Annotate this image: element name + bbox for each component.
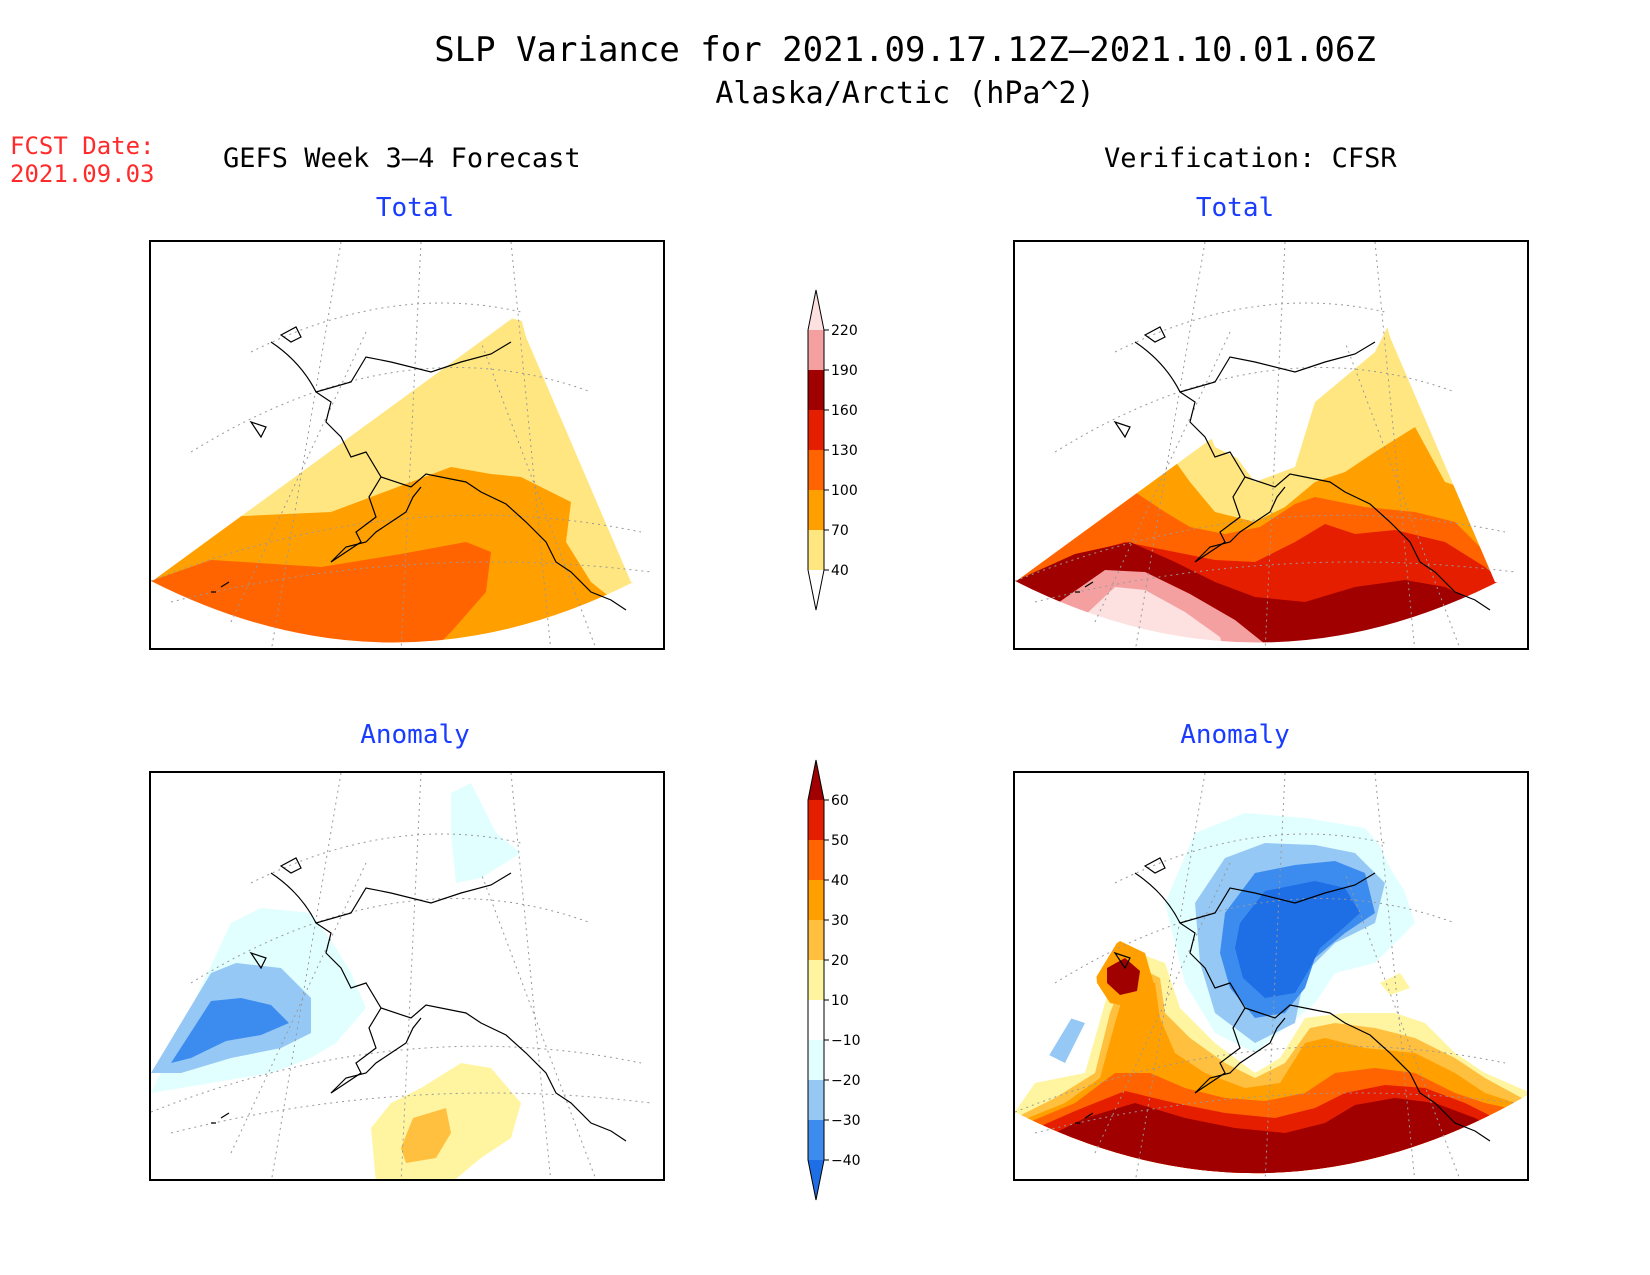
figure-subtitle: Alaska/Arctic (hPa^2) <box>715 76 1095 111</box>
colorbar-total-tick-label: 160 <box>831 403 858 419</box>
map-panel-forecast-anomaly <box>149 771 665 1181</box>
contour-fill-blue <box>1235 881 1360 998</box>
contour-fill-pale-yellow-east <box>1380 973 1410 995</box>
coastline-outline <box>211 857 627 1142</box>
colorbar-anomaly-swatch <box>808 880 824 920</box>
colorbar-total-swatch <box>808 570 824 610</box>
colorbar-total-swatch <box>808 530 824 570</box>
panel-title-verification-anomaly: Anomaly <box>1180 720 1290 750</box>
verification-column-heading: Verification: CFSR <box>1104 143 1397 174</box>
forecast-anomaly-shading <box>151 783 521 1179</box>
colorbar-anomaly-swatch <box>808 920 824 960</box>
colorbar-anomaly-swatch <box>808 800 824 840</box>
fcst-date-label: FCST Date: <box>10 132 155 160</box>
contour-fill-light-blue-west <box>1045 1018 1085 1063</box>
colorbar-anomaly-tick-label: 60 <box>831 793 849 809</box>
graticule-lines <box>1015 242 1516 648</box>
contour-fill-light-orange <box>401 1108 451 1163</box>
coastline-outline <box>211 326 627 611</box>
colorbar-anomaly-tick-label: 30 <box>831 913 849 929</box>
colorbar-anomaly-tick-label: 40 <box>831 873 849 889</box>
colorbar-total-swatch <box>808 370 824 410</box>
colorbar-total: 40 70 100 130 160 190 220 <box>807 289 858 611</box>
colorbar-anomaly-tick-label: −10 <box>831 1033 861 1049</box>
colorbar-anomaly-swatch <box>808 960 824 1000</box>
coastline-outline <box>1075 857 1491 1142</box>
graticule-lines <box>151 773 652 1179</box>
map-boundary-mask <box>1015 242 1527 648</box>
verification-anomaly-shading <box>1015 813 1527 1174</box>
map-boundary-mask <box>151 242 663 648</box>
colorbar-anomaly-swatch <box>808 1000 824 1040</box>
colorbar-total-swatch <box>808 490 824 530</box>
colorbar-total-swatch <box>808 330 824 370</box>
panel-title-forecast-anomaly: Anomaly <box>360 720 470 750</box>
colorbar-anomaly-swatch <box>808 760 824 800</box>
contour-fill-mid-blue <box>171 998 289 1063</box>
colorbar-anomaly-tick-label: 10 <box>831 993 849 1009</box>
colorbar-total-tick-label: 130 <box>831 443 858 459</box>
panel-title-forecast-total: Total <box>375 193 455 223</box>
colorbar-anomaly-swatch <box>808 1120 824 1160</box>
colorbar-anomaly-tick-label: −20 <box>831 1073 861 1089</box>
graticule-lines <box>1015 773 1516 1179</box>
map-boundary-mask <box>151 773 521 1113</box>
colorbar-total-swatch <box>808 410 824 450</box>
map-panel-verification-total <box>1013 240 1529 650</box>
colorbar-total-tick-label: 100 <box>831 483 858 499</box>
colorbar-anomaly-swatch <box>808 1040 824 1080</box>
figure-title: SLP Variance for 2021.09.17.12Z–2021.10.… <box>434 30 1376 70</box>
contour-fill-dark-red-north <box>1107 958 1140 995</box>
panel-title-verification-total: Total <box>1195 193 1275 223</box>
colorbar-total-tick-label: 220 <box>831 323 858 339</box>
colorbar-anomaly-tick-label: 50 <box>831 833 849 849</box>
colorbar-anomaly-tick-label: 20 <box>831 953 849 969</box>
contour-fill-pale-cyan-north <box>451 783 521 883</box>
colorbar-total-tick-label: 70 <box>831 523 849 539</box>
fcst-date-value: 2021.09.03 <box>10 160 155 188</box>
coastline-outline <box>1075 326 1491 611</box>
map-panel-forecast-total <box>149 240 665 650</box>
colorbar-total-swatch <box>808 290 824 330</box>
colorbar-anomaly-swatch <box>808 840 824 880</box>
colorbar-total-tick-label: 40 <box>831 563 849 579</box>
map-panel-verification-anomaly <box>1013 771 1529 1181</box>
graticule-lines <box>151 242 652 648</box>
colorbar-anomaly-swatch <box>808 1080 824 1120</box>
colorbar-anomaly-tick-label: −40 <box>831 1153 861 1169</box>
colorbar-anomaly: −40 −30 −20 −10 10 20 30 40 50 60 <box>807 759 861 1201</box>
forecast-column-heading: GEFS Week 3–4 Forecast <box>223 143 581 174</box>
colorbar-total-swatch <box>808 450 824 490</box>
colorbar-anomaly-tick-label: −30 <box>831 1113 861 1129</box>
colorbar-anomaly-swatch <box>808 1160 824 1200</box>
colorbar-total-tick-label: 190 <box>831 363 858 379</box>
